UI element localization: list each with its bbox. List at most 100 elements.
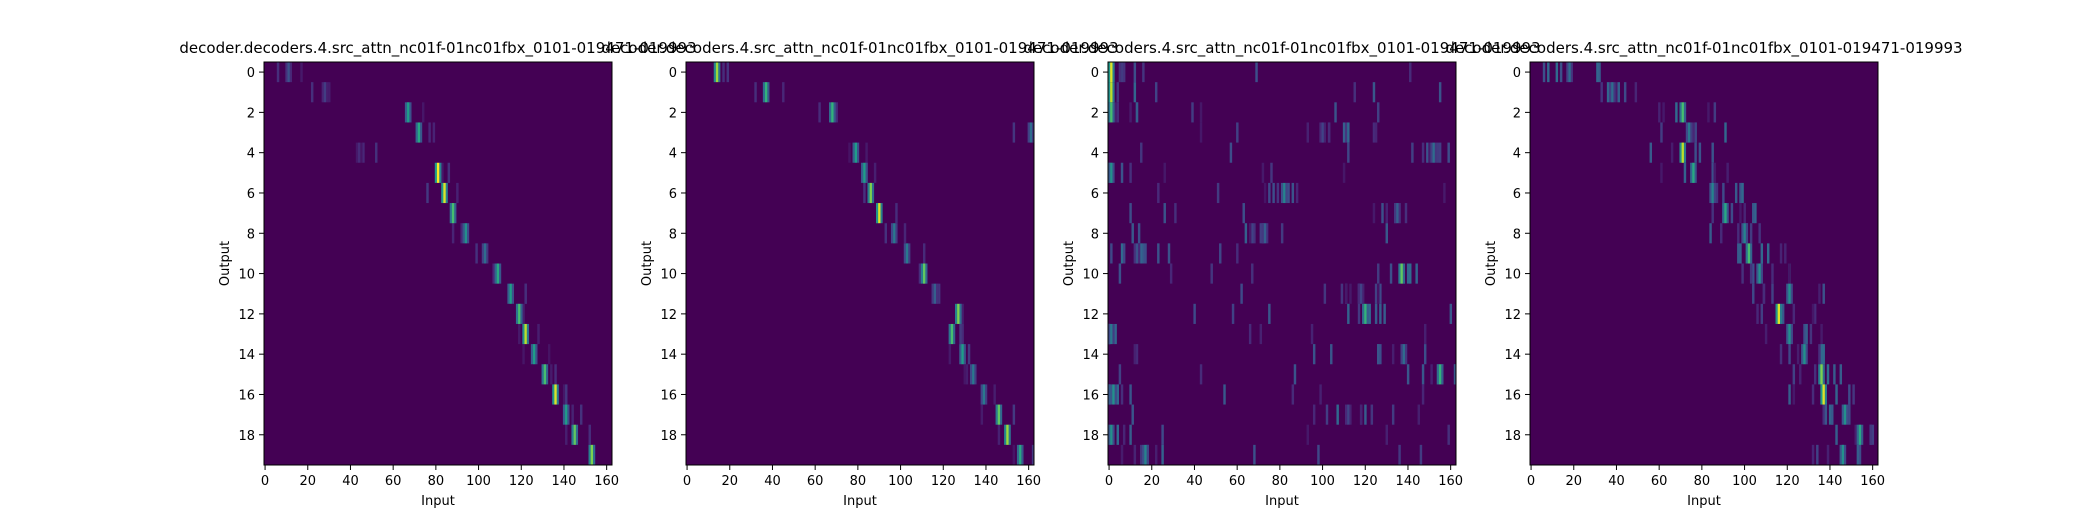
heatmap-cell — [955, 303, 958, 324]
heatmap-peak — [407, 102, 410, 123]
heatmap-cell — [1845, 404, 1849, 425]
heatmap-cell — [451, 223, 455, 244]
heatmap-cell — [1108, 384, 1111, 405]
y-tick-label: 6 — [1513, 187, 1521, 202]
x-tick-label: 0 — [261, 474, 269, 489]
heatmap-cell — [1108, 82, 1111, 103]
y-tick-label: 12 — [660, 308, 677, 323]
heatmap-cell — [1291, 384, 1295, 405]
heatmap-cell — [1692, 122, 1695, 143]
heatmap-peak — [1359, 283, 1363, 304]
heatmap-cell — [556, 384, 559, 405]
heatmap-cell — [276, 62, 280, 83]
heatmap-peak — [464, 223, 468, 244]
heatmap-cell — [1317, 444, 1320, 465]
y-tick-label: 4 — [247, 147, 255, 162]
heatmap-cell — [999, 404, 1003, 425]
heatmap-cell — [959, 344, 962, 365]
heatmap-cell — [1142, 444, 1145, 465]
heatmap-cell — [876, 203, 879, 224]
heatmap-background — [1530, 62, 1878, 465]
heatmap-cell — [1210, 263, 1213, 284]
x-tick-label: 160 — [594, 474, 619, 489]
heatmap-cell — [1766, 243, 1770, 264]
x-tick-label: 160 — [1860, 474, 1885, 489]
heatmap-cell — [1330, 344, 1333, 365]
heatmap-cell — [1833, 364, 1836, 385]
heatmap-cell — [1788, 263, 1791, 284]
heatmap-cell — [829, 102, 832, 123]
heatmap-cell — [1193, 303, 1196, 324]
heatmap-peak — [1135, 243, 1139, 264]
heatmap-cell — [1112, 323, 1115, 345]
heatmap-cell — [518, 323, 521, 345]
heatmap-cell — [1342, 162, 1346, 183]
heatmap-peak — [1777, 303, 1781, 324]
heatmap-cell — [1133, 62, 1137, 83]
heatmap-cell — [961, 323, 964, 345]
heatmap-cell — [1163, 203, 1166, 224]
heatmap-cell — [718, 62, 721, 83]
heatmap-peak — [831, 102, 834, 123]
heatmap-cell — [1370, 404, 1374, 425]
y-tick-label: 14 — [1082, 348, 1099, 363]
heatmap-cell — [552, 384, 555, 405]
heatmap-peak — [1110, 82, 1113, 103]
heatmap-cell — [993, 384, 996, 405]
heatmap-cell — [1027, 122, 1030, 143]
heatmap-peak — [1110, 323, 1113, 345]
heatmap-cell — [1120, 243, 1124, 264]
heatmap-cell — [1662, 102, 1665, 123]
heatmap-peak — [905, 243, 909, 264]
x-tick-label: 120 — [1353, 474, 1378, 489]
axes-frame — [1107, 61, 1457, 466]
axes-frame — [685, 61, 1035, 466]
heatmap-cell — [511, 283, 515, 304]
heatmap-cell — [895, 203, 898, 224]
heatmap-cell — [1021, 444, 1024, 465]
heatmap-cell — [1822, 364, 1825, 385]
heatmap-cell — [997, 424, 1001, 445]
heatmap-cell — [1391, 344, 1395, 365]
heatmap-cell — [1248, 223, 1252, 244]
heatmap-cell — [1131, 223, 1134, 244]
heatmap-peak — [933, 283, 937, 304]
heatmap-cell — [1259, 323, 1263, 345]
heatmap-cell — [1822, 404, 1825, 425]
heatmap-cell — [1400, 344, 1403, 365]
heatmap-peak — [1841, 444, 1845, 465]
heatmap-peak — [1822, 384, 1825, 405]
heatmap-cell — [1385, 223, 1389, 244]
heatmap-cell — [1259, 223, 1263, 244]
heatmap-cell — [524, 283, 527, 304]
heatmap-cell — [1270, 162, 1273, 183]
x-tick-label: 140 — [1396, 474, 1421, 489]
heatmap-cell — [1374, 283, 1378, 304]
heatmap-cell — [1391, 404, 1395, 425]
heatmap-cell — [1869, 424, 1872, 445]
heatmap-cell — [1660, 162, 1663, 183]
heatmap-cell — [1760, 243, 1764, 264]
heatmap-background — [264, 62, 612, 465]
heatmap-cell — [507, 283, 510, 304]
heatmap-cell — [1272, 182, 1275, 204]
heatmap-cell — [890, 223, 894, 244]
x-tick-label: 40 — [1608, 474, 1625, 489]
heatmap-cell — [1140, 243, 1143, 264]
y-tick-label: 16 — [238, 388, 255, 403]
heatmap-cell — [1031, 444, 1035, 465]
heatmap-cell — [1242, 203, 1245, 224]
heatmap-cell — [1306, 122, 1310, 143]
heatmap-cell — [835, 102, 838, 123]
heatmap-peak — [1112, 384, 1115, 405]
heatmap-cell — [445, 182, 448, 204]
heatmap-cell — [1161, 424, 1164, 445]
heatmap-cell — [592, 444, 596, 465]
heatmap-cell — [1690, 122, 1693, 143]
heatmap-cell — [1760, 263, 1763, 284]
heatmap-cell — [1788, 384, 1791, 405]
heatmap-cell — [449, 203, 453, 224]
x-tick-label: 80 — [1272, 474, 1289, 489]
heatmap-cell — [1685, 122, 1689, 143]
heatmap-cell — [428, 122, 431, 143]
